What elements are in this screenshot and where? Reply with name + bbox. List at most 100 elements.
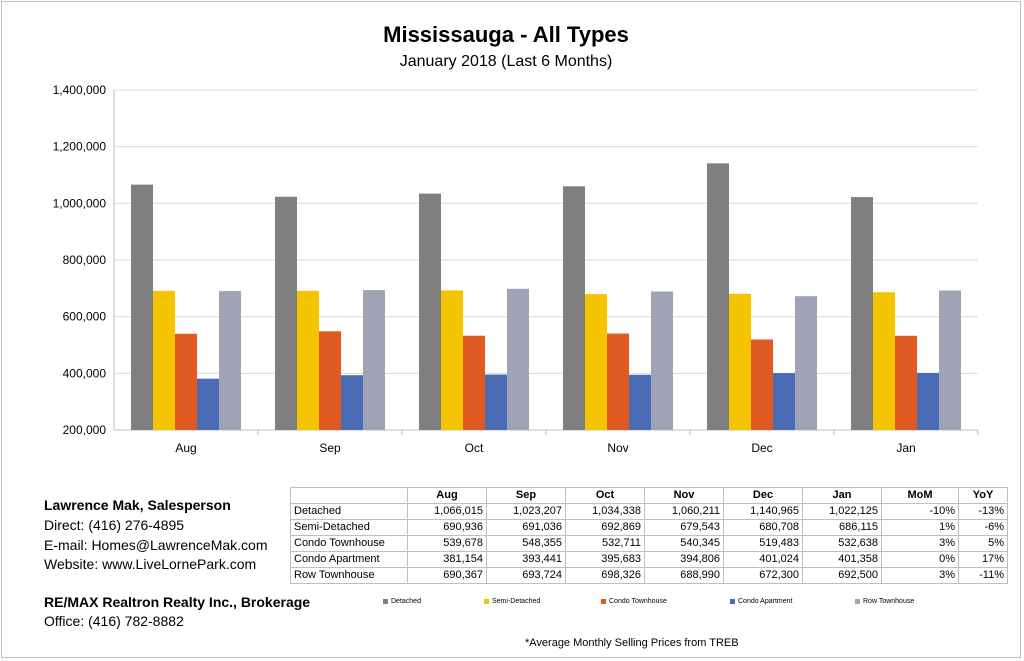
table-row: Condo Apartment 381,154 393,441 395,683 394,… (290, 551, 1008, 568)
table-cell: 17% (958, 551, 1008, 568)
bar-semi-detached (729, 293, 751, 430)
table-header-cell: Aug (407, 487, 487, 504)
agent-direct-phone: Direct: (416) 276-4895 (44, 517, 185, 533)
x-tick-label: Oct (465, 441, 484, 455)
bar-condo-apartment (917, 372, 939, 430)
table-cell: 672,300 (723, 567, 803, 584)
bar-condo-townhouse (751, 339, 773, 430)
table-cell: 1,060,211 (644, 503, 724, 520)
bar-detached (851, 197, 873, 430)
table-cell: Condo Townhouse (290, 535, 408, 552)
table-cell: 394,806 (644, 551, 724, 568)
table-header-cell: Nov (644, 487, 724, 504)
table-cell: 698,326 (565, 567, 645, 584)
table-cell: -10% (881, 503, 959, 520)
table-row: Detached 1,066,015 1,023,207 1,034,338 1,060… (290, 503, 1008, 520)
x-tick-label: Aug (175, 441, 196, 455)
table-header-cell (290, 487, 408, 504)
table-cell: 395,683 (565, 551, 645, 568)
table-cell: 393,441 (486, 551, 566, 568)
table-cell: 539,678 (407, 535, 487, 552)
table-cell: Row Townhouse (290, 567, 408, 584)
legend-label: Condo Townhouse (609, 598, 667, 605)
table-cell: 548,355 (486, 535, 566, 552)
table-cell: 3% (881, 567, 959, 584)
legend-label: Condo Apartment (738, 598, 793, 605)
table-row: Row Townhouse 690,367 693,724 698,326 688,99… (290, 567, 1008, 584)
chart-subtitle: January 2018 (Last 6 Months) (399, 53, 613, 70)
bar-detached (707, 163, 729, 430)
table-cell: 0% (881, 551, 959, 568)
table-cell: 540,345 (644, 535, 724, 552)
office-phone: Office: (416) 782-8882 (44, 613, 184, 629)
bar-semi-detached (585, 294, 607, 430)
table-cell: 688,990 (644, 567, 724, 584)
table-cell: 381,154 (407, 551, 487, 568)
bar-semi-detached (873, 292, 895, 430)
bar-condo-townhouse (463, 335, 485, 430)
table-cell: 691,036 (486, 519, 566, 536)
table-cell: -11% (958, 567, 1008, 584)
table-cell: 686,115 (802, 519, 882, 536)
legend-swatch (855, 599, 860, 604)
bar-semi-detached (153, 290, 175, 430)
x-tick-label: Sep (319, 441, 341, 455)
legend-label: Row Townhouse (863, 598, 915, 605)
chart-title: Mississauga - All Types (383, 22, 629, 47)
legend-swatch (484, 599, 489, 604)
y-tick-label: 600,000 (63, 310, 107, 324)
brokerage-name: RE/MAX Realtron Realty Inc., Brokerage (44, 594, 311, 610)
table-cell: 519,483 (723, 535, 803, 552)
table-header-cell: YoY (958, 487, 1008, 504)
table-cell: 1,066,015 (407, 503, 487, 520)
bar-row-townhouse (939, 290, 961, 430)
bar-detached (275, 196, 297, 430)
y-tick-label: 400,000 (63, 366, 107, 380)
agent-website: Website: www.LiveLornePark.com (44, 556, 257, 572)
x-tick-label: Nov (607, 441, 628, 455)
legend-swatch (601, 599, 606, 604)
table-cell: 692,869 (565, 519, 645, 536)
table-cell: 690,936 (407, 519, 487, 536)
bar-row-townhouse (363, 290, 385, 430)
bar-condo-townhouse (895, 335, 917, 430)
table-cell: 679,543 (644, 519, 724, 536)
y-tick-label: 200,000 (63, 423, 107, 437)
bar-row-townhouse (219, 291, 241, 430)
data-table: Aug Sep Oct Nov Dec Jan MoM YoY Detached 1,066,01… (290, 487, 1008, 584)
table-cell: -6% (958, 519, 1008, 536)
bar-semi-detached (297, 290, 319, 430)
legend-swatch (730, 599, 735, 604)
table-cell: Condo Apartment (290, 551, 408, 568)
bar-row-townhouse (507, 288, 529, 430)
x-tick-label: Jan (896, 441, 915, 455)
bar-chart: 200,000 400,000 600,000 800,000 1,000,000 1,2… (53, 83, 979, 455)
bar-condo-townhouse (175, 333, 197, 430)
table-cell: 680,708 (723, 519, 803, 536)
table-cell: Semi-Detached (290, 519, 408, 536)
table-header-cell: Sep (486, 487, 566, 504)
agent-email: E-mail: Homes@LawrenceMak.com (44, 537, 268, 553)
legend-label: Detached (391, 598, 421, 605)
table-cell: 690,367 (407, 567, 487, 584)
table-cell: 5% (958, 535, 1008, 552)
bar-detached (131, 184, 153, 430)
bar-condo-apartment (485, 374, 507, 430)
table-cell: 532,711 (565, 535, 645, 552)
table-header-cell: Jan (802, 487, 882, 504)
table-header-row: Aug Sep Oct Nov Dec Jan MoM YoY (290, 487, 1008, 504)
legend-item: Row Townhouse (855, 598, 914, 605)
agent-name: Lawrence Mak, Salesperson (44, 497, 231, 513)
legend-label: Semi-Detached (492, 598, 541, 605)
table-cell: 401,024 (723, 551, 803, 568)
y-tick-label: 800,000 (63, 253, 107, 267)
bar-condo-townhouse (319, 331, 341, 430)
legend-item: Semi-Detached (484, 598, 540, 605)
legend-swatch (383, 599, 388, 604)
bar-row-townhouse (651, 291, 673, 430)
table-cell: 692,500 (802, 567, 882, 584)
table-cell: 3% (881, 535, 959, 552)
bar-condo-apartment (341, 375, 363, 430)
table-header-cell: MoM (881, 487, 959, 504)
